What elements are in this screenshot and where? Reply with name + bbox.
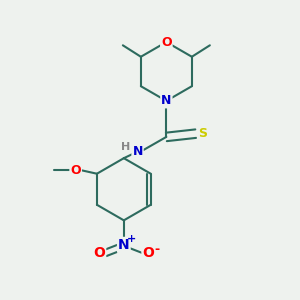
Text: S: S xyxy=(198,127,207,140)
Text: N: N xyxy=(132,145,143,158)
Text: O: O xyxy=(70,164,81,177)
Text: O: O xyxy=(161,35,172,49)
Text: O: O xyxy=(142,246,154,260)
Text: N: N xyxy=(161,94,172,107)
Text: -: - xyxy=(154,243,159,256)
Text: +: + xyxy=(126,234,136,244)
Text: N: N xyxy=(118,238,130,252)
Text: O: O xyxy=(93,246,105,260)
Text: H: H xyxy=(121,142,130,152)
